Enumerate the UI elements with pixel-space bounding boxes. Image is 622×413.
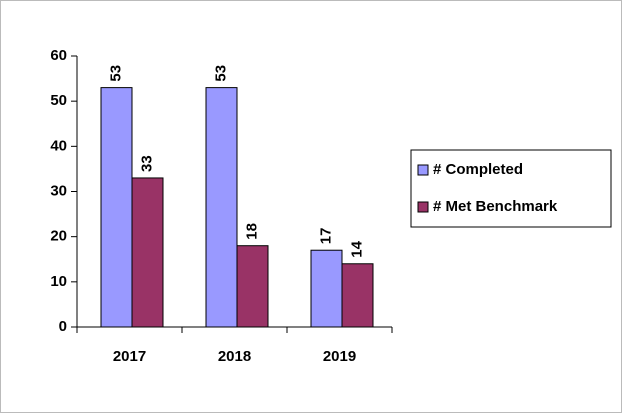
legend-swatch [417, 164, 429, 176]
bar [131, 177, 164, 328]
y-tick-label: 10 [50, 273, 67, 290]
legend-label: # Met Benchmark [433, 198, 558, 215]
legend-swatch [417, 201, 429, 213]
bar [100, 87, 133, 328]
x-tick-label: 2018 [218, 348, 251, 365]
y-tick-label: 0 [59, 318, 67, 335]
bar [236, 245, 269, 328]
value-label: 53 [107, 65, 124, 82]
y-tick-label: 20 [50, 228, 67, 245]
bar [310, 249, 343, 328]
y-tick-label: 40 [50, 137, 67, 154]
y-tick-label: 60 [50, 47, 67, 64]
value-label: 14 [348, 240, 365, 257]
value-label: 33 [138, 155, 155, 172]
legend-box [410, 149, 612, 228]
y-tick-label: 30 [50, 182, 67, 199]
legend-label: # Completed [433, 161, 523, 178]
x-tick-label: 2017 [113, 348, 146, 365]
x-tick-label: 2019 [323, 348, 356, 365]
value-label: 18 [243, 223, 260, 240]
y-tick-label: 50 [50, 92, 67, 109]
bar [341, 263, 374, 328]
value-label: 53 [212, 65, 229, 82]
value-label: 17 [317, 228, 334, 245]
bar [205, 87, 238, 328]
